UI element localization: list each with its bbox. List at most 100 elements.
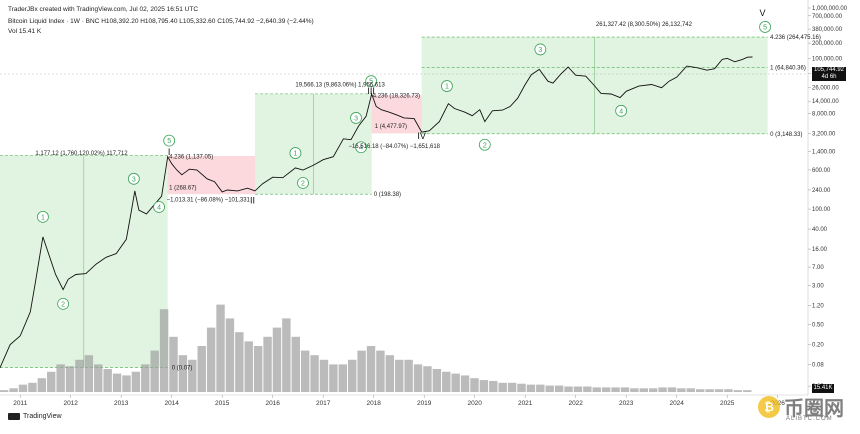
volume-bar	[705, 389, 714, 392]
fib-annotation: 1 (4,477.97)	[375, 124, 407, 130]
fib-annotation: 1 (268.67)	[169, 186, 196, 192]
tradingview-logo[interactable]: TradingView	[8, 413, 62, 420]
wave-count-label: 2	[61, 301, 65, 308]
volume-bar	[272, 327, 282, 392]
volume-bar	[366, 346, 376, 392]
volume-bar	[348, 359, 357, 392]
volume-bar	[329, 364, 338, 392]
volume-bar	[263, 336, 272, 392]
wave-count-circle	[441, 80, 453, 92]
wave-count-circle	[478, 138, 491, 151]
volume-bar	[319, 359, 329, 392]
y-tick-label: 26,000.00	[812, 86, 839, 92]
y-tick-label: 14,000.00	[812, 99, 839, 105]
volume-bar	[122, 375, 131, 392]
volume-bar	[630, 388, 639, 392]
volume-bar	[357, 350, 366, 392]
x-tick-label: 2021	[518, 400, 533, 407]
watermark-sub: ALIBTC.COM	[786, 416, 833, 422]
volume-bar	[554, 385, 564, 392]
volume-tag: 15.41K	[812, 384, 834, 393]
fib-annotation: −1,013.31 (−86.08%) −101,331	[167, 197, 251, 203]
wave-count-circle	[615, 104, 628, 117]
volume-bar	[658, 387, 667, 392]
volume-bar	[442, 371, 451, 392]
volume-bar	[65, 366, 75, 392]
wave-count-label: 1	[293, 151, 297, 158]
zone-pink-2	[167, 155, 256, 195]
volume-bar	[244, 341, 253, 392]
fib-annotation: 1 (64,840.36)	[770, 66, 806, 72]
wave-count-label: 4	[157, 204, 161, 211]
volume-bar	[517, 383, 526, 392]
y-tick-label: 0.08	[812, 363, 824, 369]
x-tick-label: 2017	[316, 400, 331, 407]
symbol-line: Bitcoin Liquid Index · 1W · BNC H108,392…	[8, 18, 314, 25]
wave-count-circle	[365, 75, 378, 88]
x-tick-label: 2025	[720, 400, 735, 407]
volume-bar	[743, 390, 752, 392]
volume-bar	[696, 389, 705, 392]
wave-count-circle	[57, 297, 70, 310]
volume-bar	[188, 359, 197, 392]
y-tick-label: 380,000.00	[812, 27, 843, 33]
wave-roman-label: I	[168, 147, 171, 157]
fib-annotation: 0 (198.38)	[374, 192, 401, 198]
volume-bar	[526, 384, 536, 392]
y-tick-label: 40.00	[812, 227, 828, 233]
fib-annotation: 4.236 (264,475.16)	[770, 35, 821, 41]
wave-roman-label: III	[367, 86, 375, 96]
volume-bar	[667, 387, 677, 392]
volume-bar	[724, 389, 733, 392]
volume-bar	[460, 375, 470, 392]
volume-bar	[733, 390, 743, 392]
volume-bar	[536, 384, 545, 392]
volume-bar	[28, 382, 37, 392]
wave-count-label: 2	[301, 181, 305, 188]
volume-bar	[404, 359, 413, 392]
wave-count-label: 4	[359, 145, 363, 152]
zone-pink-3	[371, 95, 422, 134]
volume-bar	[0, 390, 9, 392]
y-tick-label: 240.00	[812, 188, 831, 194]
volume-bar	[489, 380, 498, 392]
fib-annotation: 1,177.12 (1,760,120.02%) 117,712	[35, 151, 128, 157]
x-tick-label: 2015	[215, 400, 230, 407]
wave-count-circle	[297, 177, 309, 189]
wave-count-label: 3	[354, 115, 358, 122]
volume-bar	[75, 359, 84, 392]
volume-bar	[583, 386, 592, 392]
volume-bar	[112, 373, 122, 392]
y-tick-label: 7.00	[812, 265, 824, 271]
wave-count-circle	[355, 141, 367, 154]
x-tick-label: 2011	[13, 400, 27, 407]
volume-bar	[714, 389, 724, 392]
y-tick-label: 1.20	[812, 304, 824, 310]
watermark-text: 币圈网	[784, 398, 844, 420]
last-price-value: 105,744.92	[813, 67, 845, 73]
last-price-tag: 105,744.92 4d 6h	[812, 67, 846, 81]
volume-bar	[225, 318, 235, 392]
volume-bar	[197, 346, 206, 392]
wave-count-circle	[759, 21, 771, 33]
fib-annotation: −16,516.18 (−84.07%) −1,651,618	[348, 144, 440, 150]
x-tick-label: 2024	[669, 400, 684, 407]
wave-count-label: 4	[619, 108, 623, 115]
volume-bar	[639, 388, 648, 392]
coin-icon: ₿	[758, 395, 780, 418]
volume-bar	[498, 382, 507, 392]
volume-bar	[611, 387, 620, 392]
wave-count-label: 2	[483, 142, 487, 149]
volume-bar	[253, 346, 263, 392]
bar-countdown: 4d 6h	[821, 74, 837, 80]
y-tick-label: 100,000.00	[812, 56, 843, 62]
volume-bar	[18, 384, 28, 392]
chart-credit: TraderJBx created with TradingView.com, …	[8, 6, 199, 13]
fib-annotation: 261,327.42 (8,300.50%) 26,132,742	[596, 22, 693, 28]
y-tick-label: 3.00	[812, 284, 824, 290]
volume-bar	[545, 385, 554, 392]
wave-count-label: 3	[132, 176, 136, 183]
y-tick-label: 1,400.00	[812, 149, 836, 155]
